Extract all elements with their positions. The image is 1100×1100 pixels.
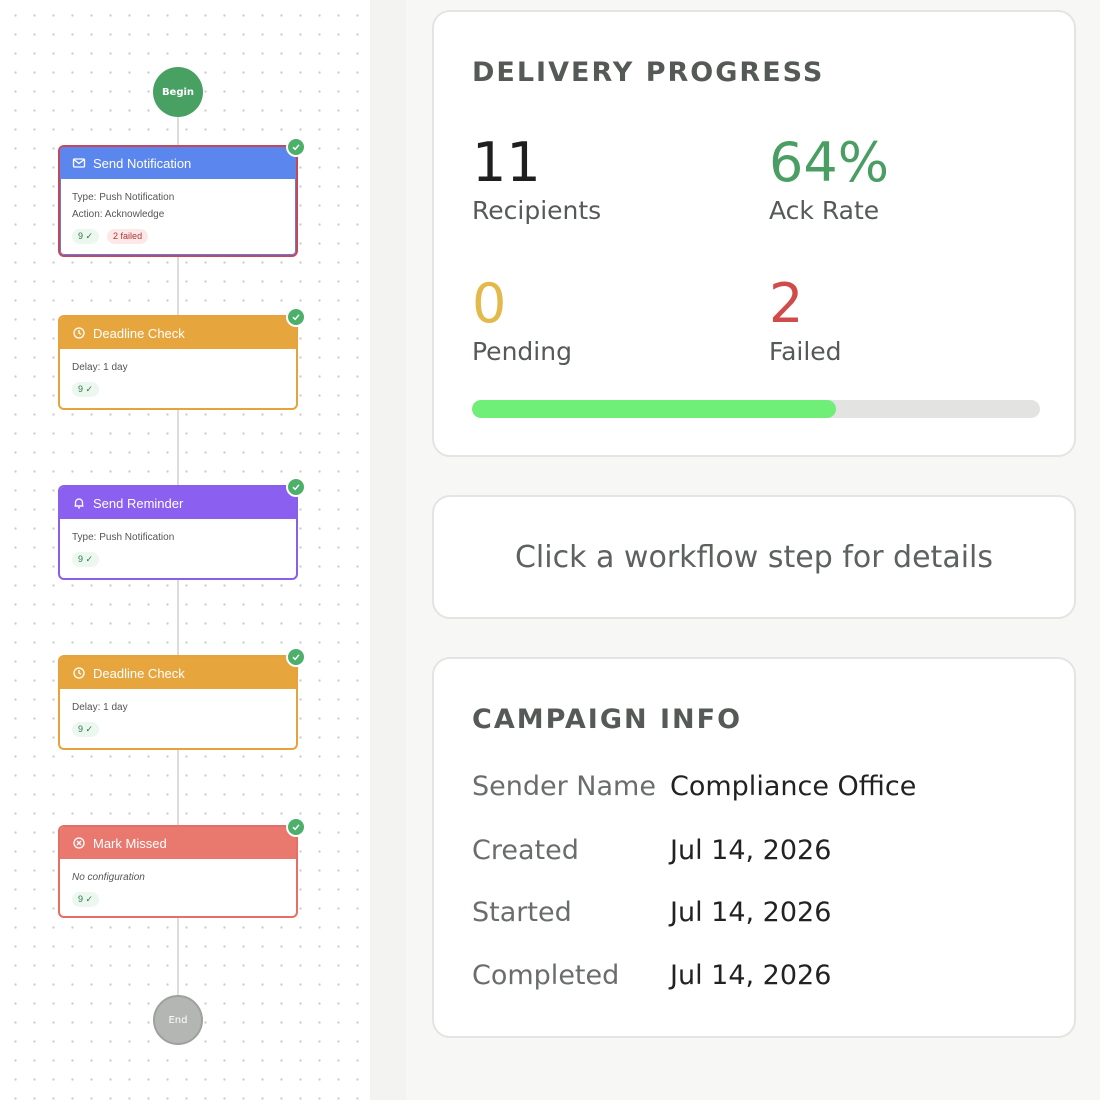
workflow-edge [177, 257, 179, 315]
step-deadline-check[interactable]: Deadline Check Delay: 1 day 9 ✓ [58, 647, 306, 750]
step-title: Deadline Check [93, 665, 185, 681]
workflow-edge [177, 580, 179, 655]
info-value: Compliance Office [670, 771, 917, 802]
workflow-edge [177, 918, 179, 995]
step-header: Send Reminder [60, 487, 296, 519]
success-count-badge: 9 ✓ [72, 229, 100, 244]
info-key: Completed [472, 960, 620, 991]
recipients-value: 11 [472, 131, 541, 194]
pending-value: 0 [472, 272, 507, 335]
step-header: Send Notification [60, 147, 296, 179]
pending-label: Pending [472, 337, 572, 366]
success-count-badge: 9 ✓ [72, 552, 100, 567]
bell-icon [72, 496, 86, 510]
panel-title: CAMPAIGN INFO [472, 704, 743, 735]
info-key: Sender Name [472, 771, 656, 802]
step-header: Deadline Check [60, 317, 296, 349]
ack-rate-label: Ack Rate [769, 196, 880, 225]
step-mark-missed[interactable]: Mark Missed No configuration 9 ✓ [58, 817, 306, 918]
step-config-line: Action: Acknowledge [72, 209, 165, 220]
step-title: Mark Missed [93, 835, 167, 851]
step-header: Deadline Check [60, 657, 296, 689]
end-node[interactable]: End [153, 995, 203, 1045]
panel-divider [370, 0, 406, 1100]
recipients-label: Recipients [472, 196, 602, 225]
step-config-line: Delay: 1 day [72, 362, 128, 373]
clock-icon [72, 666, 86, 680]
success-count-badge: 9 ✓ [72, 892, 100, 907]
check-icon [286, 817, 306, 837]
info-key: Started [472, 897, 572, 928]
pending-stat: 0 Pending [472, 272, 572, 367]
check-icon [286, 307, 306, 327]
workflow-edge [177, 750, 179, 825]
info-row-sender: Sender Name Compliance Office [472, 771, 916, 802]
info-value: Jul 14, 2026 [670, 897, 832, 928]
x-circle-icon [72, 836, 86, 850]
step-title: Deadline Check [93, 325, 185, 341]
info-key: Created [472, 835, 579, 866]
workflow-canvas[interactable]: Begin Send Notification Type: Push Notif… [0, 0, 370, 1100]
failed-value: 2 [769, 272, 804, 335]
campaign-info-panel: CAMPAIGN INFO Sender Name Compliance Offi… [432, 657, 1076, 1038]
success-count-badge: 9 ✓ [72, 722, 100, 737]
failed-label: Failed [769, 337, 842, 366]
begin-node[interactable]: Begin [153, 67, 203, 117]
workflow-edge [177, 410, 179, 485]
progress-bar-fill [472, 400, 836, 418]
ack-rate-stat: 64% Ack Rate [769, 131, 890, 226]
delivery-progress-panel: DELIVERY PROGRESS 11 Recipients 64% Ack … [432, 10, 1076, 457]
step-config-line: No configuration [72, 872, 145, 883]
step-title: Send Notification [93, 155, 192, 171]
step-config-line: Delay: 1 day [72, 702, 128, 713]
failed-stat: 2 Failed [769, 272, 842, 367]
step-title: Send Reminder [93, 495, 184, 511]
step-deadline-check[interactable]: Deadline Check Delay: 1 day 9 ✓ [58, 307, 306, 410]
check-icon [286, 137, 306, 157]
info-value: Jul 14, 2026 [670, 835, 832, 866]
step-header: Mark Missed [60, 827, 296, 859]
check-icon [286, 647, 306, 667]
mail-icon [72, 156, 86, 170]
workflow-edge [177, 117, 179, 145]
delivery-progress-bar [472, 400, 1040, 418]
end-label: End [168, 1014, 188, 1026]
step-send-notification[interactable]: Send Notification Type: Push Notificatio… [58, 137, 306, 257]
info-row-created: Created Jul 14, 2026 [472, 835, 831, 866]
ack-rate-value: 64% [769, 131, 890, 194]
step-details-panel: Click a workflow step for details [432, 495, 1076, 619]
empty-state-hint: Click a workflow step for details [514, 539, 994, 575]
info-row-started: Started Jul 14, 2026 [472, 897, 831, 928]
check-icon [286, 477, 306, 497]
success-count-badge: 9 ✓ [72, 382, 100, 397]
clock-icon [72, 326, 86, 340]
panel-title: DELIVERY PROGRESS [472, 57, 825, 88]
begin-label: Begin [161, 86, 195, 98]
step-config-line: Type: Push Notification [72, 532, 175, 543]
failed-count-badge: 2 failed [107, 229, 149, 244]
recipients-stat: 11 Recipients [472, 131, 602, 226]
step-config-line: Type: Push Notification [72, 192, 175, 203]
step-send-reminder[interactable]: Send Reminder Type: Push Notification 9 … [58, 477, 306, 580]
info-row-completed: Completed Jul 14, 2026 [472, 960, 831, 991]
info-value: Jul 14, 2026 [670, 960, 832, 991]
